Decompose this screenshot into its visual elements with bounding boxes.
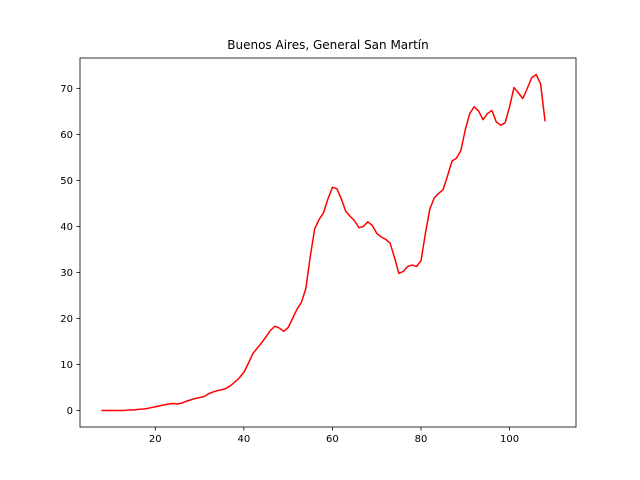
plot-frame [79,57,577,428]
y-tick-label: 50 [60,176,73,187]
x-tick-label: 100 [500,434,519,445]
y-tick-label: 70 [60,84,73,95]
series-line [101,73,546,412]
y-tick-label: 40 [60,222,73,233]
y-tick-label: 60 [60,130,73,141]
x-tick-label: 60 [326,434,339,445]
axis-ticks: 20 40 60 80 100 0 10 20 30 40 50 60 70 [60,84,519,445]
x-tick-label: 20 [149,434,162,445]
y-tick-label: 20 [60,314,73,325]
x-tick-label: 40 [237,434,250,445]
y-tick-label: 30 [60,268,73,279]
x-tick-label: 80 [415,434,428,445]
y-tick-label: 10 [60,360,73,371]
y-tick-label: 0 [67,406,73,417]
series-lines [101,73,546,412]
chart-title: Buenos Aires, General San Martín [227,38,429,52]
